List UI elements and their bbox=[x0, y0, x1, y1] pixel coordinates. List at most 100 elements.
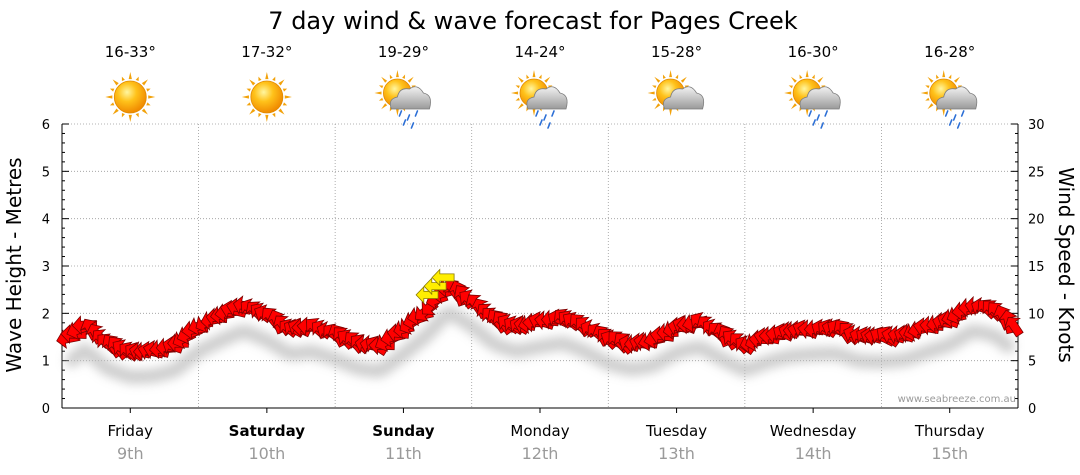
sun-ray bbox=[544, 76, 551, 83]
sun-ray bbox=[925, 97, 930, 101]
sun-ray bbox=[532, 70, 536, 78]
sun-ray bbox=[395, 108, 399, 116]
sun-ray bbox=[654, 76, 661, 83]
rain-drop bbox=[812, 119, 816, 126]
sun-ray bbox=[112, 108, 119, 115]
right-tick-label: 5 bbox=[1028, 355, 1036, 370]
sun-ray bbox=[654, 103, 661, 110]
sun-cloud-rain-icon bbox=[374, 70, 431, 129]
cloud-shape bbox=[526, 86, 568, 110]
sun-ray bbox=[128, 114, 132, 122]
sun-ray bbox=[526, 74, 530, 79]
y2-axis-title: Wind Speed - Knots bbox=[1054, 167, 1078, 363]
sun-ray bbox=[381, 103, 388, 110]
sunny-icon bbox=[241, 72, 292, 122]
current-wind-arrow bbox=[423, 277, 447, 296]
cloud-shape bbox=[799, 86, 841, 110]
sun-ray bbox=[515, 97, 520, 101]
rain-drops bbox=[398, 110, 419, 129]
sun-ray bbox=[135, 112, 139, 118]
sun-cloud-rain-icon bbox=[784, 70, 841, 129]
sun-ray bbox=[128, 72, 132, 80]
day-date: 15th bbox=[931, 444, 968, 463]
rain-drop bbox=[402, 119, 407, 126]
sun-ray bbox=[407, 76, 414, 83]
right-tick-label: 30 bbox=[1028, 118, 1045, 133]
sun-ray bbox=[265, 114, 269, 122]
rain-drop bbox=[820, 122, 824, 129]
cloud-shape bbox=[389, 86, 431, 110]
day-temperature: 16-28° bbox=[924, 43, 975, 61]
sun-ray bbox=[811, 74, 815, 79]
sun-ray bbox=[146, 88, 151, 92]
sun-ray bbox=[538, 74, 542, 79]
sun-ray bbox=[105, 95, 113, 99]
right-tick-label: 15 bbox=[1028, 260, 1045, 275]
day-temperature: 15-28° bbox=[651, 43, 702, 61]
sun-ray bbox=[141, 79, 148, 86]
rain-drop bbox=[808, 110, 812, 117]
current-wind-arrow bbox=[415, 285, 439, 304]
right-tick-label: 20 bbox=[1028, 213, 1045, 228]
rain-drops bbox=[535, 110, 555, 129]
current-wind-arrow-shape bbox=[431, 268, 455, 287]
day-column-sunday: 19-29° Sunday 11th bbox=[372, 43, 435, 463]
sun-ray bbox=[246, 88, 251, 92]
y-axis-title: Wave Height - Metres bbox=[2, 157, 26, 372]
sun-ray bbox=[146, 102, 151, 106]
sun-ray bbox=[675, 74, 679, 79]
rain-drop bbox=[816, 114, 820, 121]
sun-ray bbox=[817, 76, 824, 83]
right-tick-label: 0 bbox=[1028, 402, 1036, 417]
day-name: Saturday bbox=[229, 422, 306, 440]
sun-ray bbox=[511, 91, 519, 95]
day-temperature: 16-30° bbox=[788, 43, 839, 61]
day-column-friday: 16-33° Friday 9th bbox=[105, 43, 156, 463]
day-column-tuesday: 15-28° Tuesday 13th bbox=[645, 43, 707, 463]
rain-drop bbox=[398, 110, 403, 117]
sun-disc bbox=[250, 80, 284, 114]
sun-ray bbox=[241, 95, 249, 99]
wind-arrow bbox=[1004, 316, 1024, 338]
wave-height-axis: 0 1 2 3 4 5 6 bbox=[42, 118, 69, 417]
rain-drop bbox=[944, 110, 949, 117]
day-name: Friday bbox=[108, 422, 154, 440]
day-temperature: 19-29° bbox=[378, 43, 429, 61]
sun-ray bbox=[112, 79, 119, 86]
rain-drop bbox=[547, 122, 551, 129]
wind-speed-axis: 0 5 10 15 20 25 30 bbox=[1011, 118, 1045, 417]
left-tick-label: 3 bbox=[42, 260, 50, 275]
day-date: 11th bbox=[385, 444, 422, 463]
day-name: Wednesday bbox=[770, 422, 857, 440]
sun-shape bbox=[241, 72, 292, 122]
sun-ray bbox=[647, 91, 655, 95]
wind-arrow-shape bbox=[1004, 316, 1024, 338]
day-date: 12th bbox=[522, 444, 559, 463]
rain-drop bbox=[960, 110, 965, 117]
rain-drop bbox=[551, 110, 555, 117]
wave-shadow bbox=[65, 304, 1015, 384]
credit-text: www.seabreeze.com.au bbox=[898, 394, 1016, 405]
sun-ray bbox=[790, 76, 797, 83]
sun-ray bbox=[135, 76, 139, 82]
sun-cloud-rain-icon bbox=[920, 70, 978, 129]
cloud-body bbox=[389, 86, 431, 110]
sun-ray bbox=[121, 112, 125, 118]
sun-ray bbox=[282, 88, 288, 92]
current-wind-arrow bbox=[431, 268, 455, 287]
sun-ray bbox=[249, 79, 256, 86]
cloud-body bbox=[663, 86, 705, 110]
chart-title: 7 day wind & wave forecast for Pages Cre… bbox=[268, 7, 797, 35]
right-tick-label: 25 bbox=[1028, 165, 1045, 180]
day-column-saturday: 17-32° Saturday 10th bbox=[229, 43, 306, 463]
rain-drop bbox=[824, 110, 828, 117]
day-date: 10th bbox=[248, 444, 285, 463]
sun-ray bbox=[517, 103, 524, 110]
left-tick-label: 2 bbox=[42, 307, 50, 322]
day-date: 14th bbox=[795, 444, 832, 463]
sun-ray bbox=[517, 76, 524, 83]
cloud-body bbox=[799, 86, 841, 110]
day-column-wednesday: 16-30° Wednesday 14th bbox=[770, 43, 857, 463]
cloud-shape bbox=[663, 86, 705, 110]
wave-shadow-band bbox=[65, 304, 1015, 384]
